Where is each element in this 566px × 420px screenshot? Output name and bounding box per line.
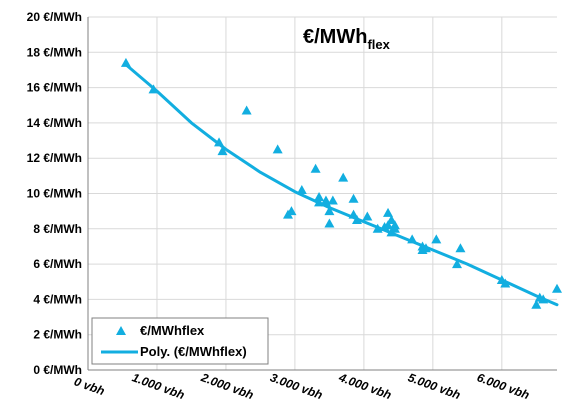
data-point-triangle [552, 283, 562, 293]
y-tick-label: 8 €/MWh [33, 222, 82, 236]
y-tick-label: 4 €/MWh [33, 292, 82, 306]
data-point-triangle [383, 220, 394, 230]
axes [87, 17, 557, 371]
x-tick-label: 3.000 vbh [268, 370, 324, 402]
y-tick-label: 14 €/MWh [27, 116, 82, 130]
data-point-triangle [348, 209, 359, 219]
y-tick-label: 0 €/MWh [33, 363, 82, 377]
trendline [124, 63, 559, 307]
x-tick-label: 6.000 vbh [475, 370, 531, 402]
y-tick-label: 6 €/MWh [33, 257, 82, 271]
data-point-triangle [327, 195, 338, 205]
legend-label-points: €/MWhflex [140, 323, 205, 338]
data-point-triangle [500, 278, 511, 288]
gridlines [88, 16, 557, 370]
data-point-triangle [214, 137, 225, 147]
legend-box [91, 317, 269, 365]
scatter-points [120, 57, 562, 309]
data-point-triangle [314, 192, 325, 202]
y-tick-label: 16 €/MWh [27, 81, 82, 95]
x-axis-ticks: 0 vbh 1.000 vbh 2.000 vbh 3.000 vbh 4.000 vb… [72, 370, 531, 402]
x-tick-label: 2.000 vbh [198, 370, 255, 402]
data-point-triangle [386, 214, 397, 224]
data-point-triangle [120, 57, 131, 67]
legend-label-trendline: Poly. (€/MWhflex) [140, 344, 247, 359]
x-tick-label: 0 vbh [72, 374, 106, 398]
data-point-triangle [324, 206, 335, 216]
data-point-triangle [324, 218, 335, 228]
data-point-triangle [451, 259, 462, 269]
x-tick-label: 4.000 vbh [336, 370, 393, 402]
chart-title: €/MWhflex [303, 26, 391, 52]
data-point-triangle [362, 211, 373, 221]
chart-title-main: €/MWh [303, 26, 367, 48]
y-tick-label: 2 €/MWh [33, 328, 82, 342]
data-point-triangle [148, 84, 159, 94]
data-point-triangle [283, 209, 294, 219]
data-point-triangle [241, 105, 252, 115]
data-point-triangle [407, 234, 418, 244]
data-point-triangle [338, 172, 349, 182]
y-tick-label: 18 €/MWh [27, 45, 82, 59]
legend: €/MWhflex Poly. (€/MWhflex) [91, 317, 269, 365]
data-point-triangle [272, 144, 283, 154]
data-point-triangle [310, 163, 321, 173]
data-point-triangle [389, 220, 400, 230]
x-tick-label: 1.000 vbh [130, 370, 186, 402]
x-tick-label: 5.000 vbh [406, 370, 462, 402]
y-axis-ticks: 0 €/MWh 2 €/MWh 4 €/MWh 6 €/MWh 8 €/MWh 10 €/… [27, 10, 82, 377]
data-point-triangle [296, 184, 307, 194]
y-tick-label: 12 €/MWh [27, 151, 82, 165]
data-point-triangle [217, 146, 228, 156]
legend-triangle-marker [116, 326, 126, 335]
trendline-poly [124, 63, 559, 307]
data-point-triangle [351, 214, 362, 224]
data-point-triangle [383, 207, 394, 217]
data-point-triangle [538, 294, 549, 304]
data-point-triangle [348, 193, 359, 203]
data-point-triangle [420, 243, 431, 253]
y-tick-label: 20 €/MWh [27, 10, 82, 24]
chart-title-subscript: flex [367, 37, 390, 52]
data-point-triangle [531, 299, 542, 309]
data-point-triangle [431, 234, 442, 244]
data-point-triangle [455, 243, 466, 253]
y-tick-label: 10 €/MWh [27, 187, 82, 201]
